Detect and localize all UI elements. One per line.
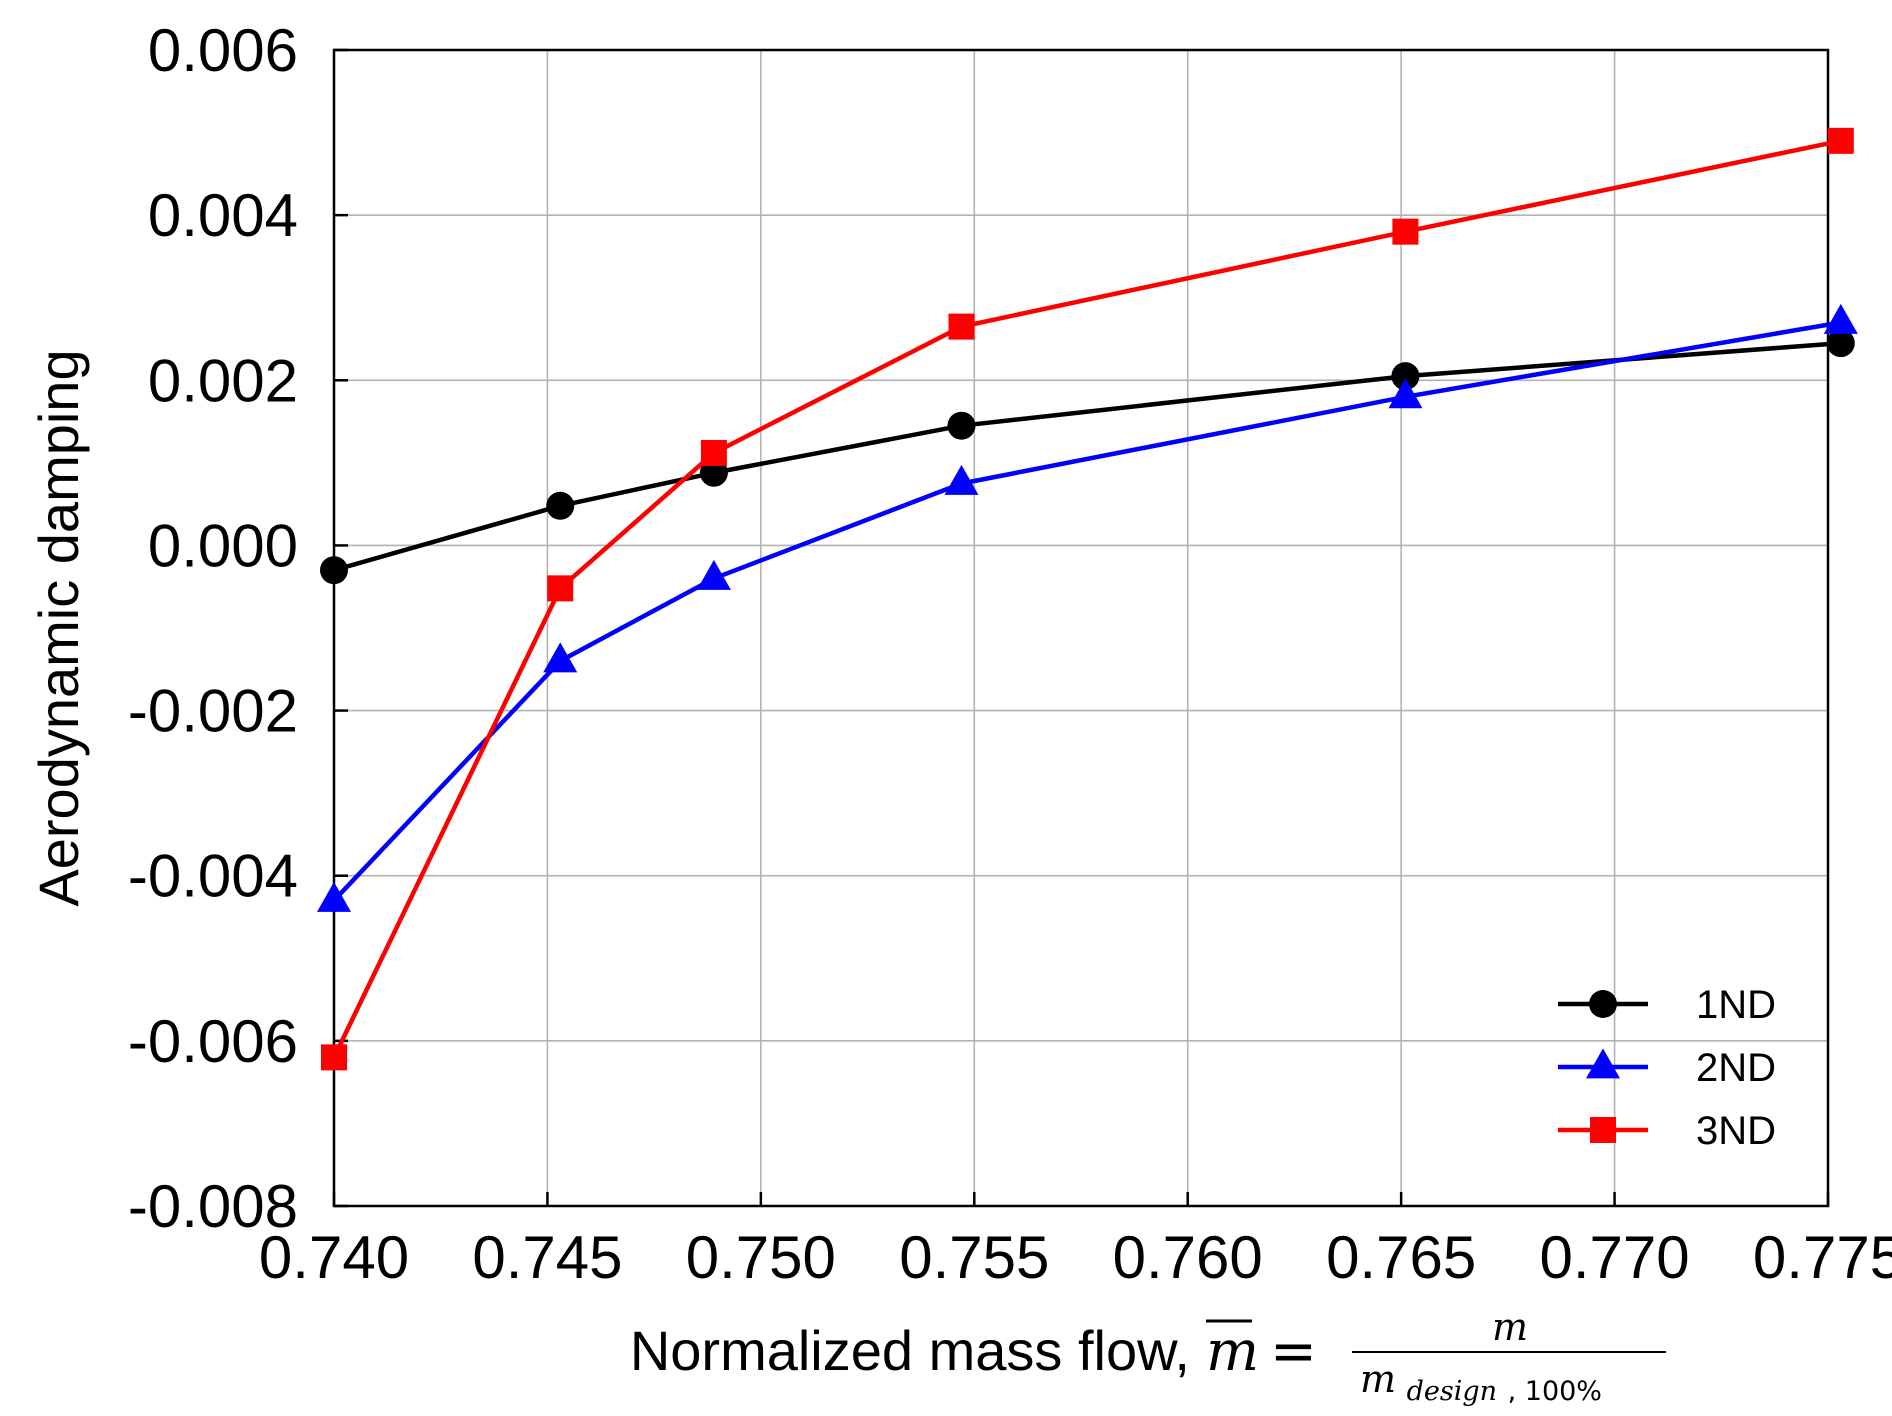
y-tick-label: 0.004 — [148, 182, 298, 249]
x-axis-formula: m = m m design , 100% — [1206, 1305, 1666, 1409]
denominator-sub-italic: design — [1407, 1376, 1497, 1407]
legend-label-3nd: 3ND — [1696, 1109, 1776, 1153]
denominator-sub-plain: , 100% — [1508, 1376, 1602, 1407]
formula-denominator: m design , 100% — [1360, 1357, 1602, 1409]
data-series — [317, 127, 1858, 1071]
legend-label-1nd: 1ND — [1696, 983, 1776, 1027]
formula-numerator: m — [1492, 1305, 1528, 1349]
grid-lines — [333, 49, 1829, 1207]
legend-label-2nd: 2ND — [1696, 1046, 1776, 1090]
x-tick-label: 0.740 — [259, 1224, 409, 1291]
data-point-1nd — [1391, 362, 1420, 391]
legend-marker-1nd — [1589, 990, 1617, 1018]
x-tick-label: 0.745 — [472, 1224, 622, 1291]
x-axis-title-text: Normalized mass flow, — [630, 1319, 1190, 1382]
data-point-2nd — [1823, 303, 1858, 334]
data-point-3nd — [547, 575, 574, 602]
y-axis-ticks: -0.008 -0.006 -0.004 -0.002 0.000 0.002 0.004 0… — [128, 17, 348, 1240]
x-axis-title: Normalized mass flow, m = m m design , 1… — [630, 1305, 1666, 1409]
data-point-3nd — [1827, 127, 1854, 154]
y-tick-label: 0.000 — [148, 512, 298, 579]
formula-equals: = — [1270, 1319, 1317, 1384]
x-tick-label: 0.775 — [1753, 1224, 1892, 1291]
y-tick-label: 0.002 — [148, 347, 298, 414]
y-tick-label: -0.006 — [128, 1008, 298, 1075]
y-tick-label: 0.006 — [148, 17, 298, 84]
data-point-3nd — [948, 313, 975, 340]
y-tick-label: -0.004 — [128, 843, 298, 910]
data-point-2nd — [543, 642, 578, 673]
denominator-m: m — [1360, 1357, 1396, 1401]
data-point-2nd — [1388, 378, 1423, 409]
data-point-1nd — [1826, 329, 1855, 358]
formula-lhs: m — [1206, 1319, 1259, 1384]
y-tick-label: -0.002 — [128, 678, 298, 745]
x-tick-label: 0.750 — [686, 1224, 836, 1291]
y-axis-title: Aerodynamic damping — [27, 349, 90, 906]
series-line-2nd — [332, 320, 1842, 903]
x-axis-ticks: 0.740 0.745 0.750 0.755 0.760 0.765 0.770 0.775 — [259, 1192, 1892, 1291]
series-2nd — [317, 303, 1858, 912]
series-line-3nd — [331, 138, 1842, 1059]
data-point-1nd — [320, 556, 348, 585]
plot-area-frame — [332, 48, 1830, 1208]
series-3nd — [321, 127, 1854, 1071]
x-tick-label: 0.755 — [899, 1224, 1049, 1291]
data-point-3nd — [700, 439, 727, 466]
data-point-1nd — [947, 411, 976, 440]
legend: 1ND 2ND 3ND — [1558, 983, 1776, 1153]
data-point-2nd — [317, 881, 351, 912]
legend-marker-3nd — [1590, 1117, 1616, 1143]
x-tick-label: 0.770 — [1539, 1224, 1689, 1291]
data-point-3nd — [321, 1044, 347, 1071]
data-point-1nd — [546, 491, 575, 520]
legend-marker-2nd — [1586, 1048, 1620, 1079]
x-tick-label: 0.765 — [1326, 1224, 1476, 1291]
y-tick-label: -0.008 — [128, 1173, 298, 1240]
data-point-3nd — [1392, 218, 1419, 245]
series-line-1nd — [333, 340, 1841, 573]
data-point-2nd — [944, 464, 979, 495]
x-tick-label: 0.760 — [1113, 1224, 1263, 1291]
data-point-2nd — [696, 559, 731, 590]
